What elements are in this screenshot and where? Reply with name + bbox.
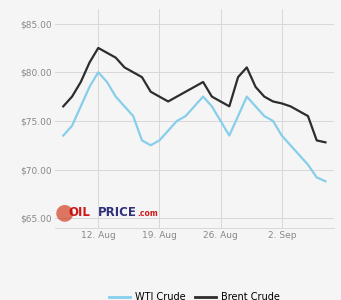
Text: PRICE: PRICE [98,206,137,219]
Text: .com: .com [137,209,158,218]
Text: OIL: OIL [69,206,90,219]
Text: ●: ● [55,203,74,223]
Legend: WTI Crude, Brent Crude: WTI Crude, Brent Crude [105,289,284,300]
